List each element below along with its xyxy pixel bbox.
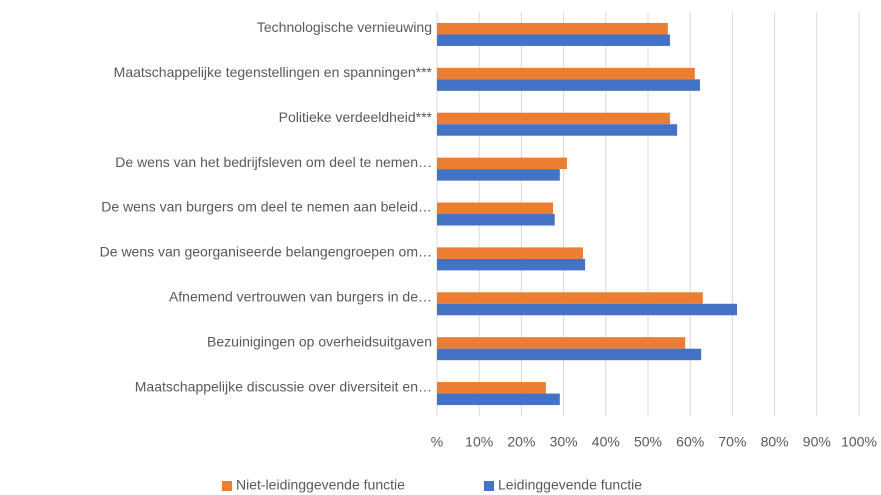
x-tick-label: 40% (592, 434, 620, 450)
x-tick-label: 20% (507, 434, 535, 450)
x-tick-label: 30% (550, 434, 578, 450)
y-tick-label: De wens van burgers om deel te nemen aan… (101, 199, 432, 215)
x-tick-label: 50% (634, 434, 662, 450)
bar (437, 112, 670, 125)
bar (437, 292, 703, 304)
x-tick-label: 100% (841, 434, 877, 450)
legend-swatch (484, 481, 494, 491)
bar (437, 202, 554, 214)
bar (437, 348, 702, 361)
y-tick-label: Politieke verdeeldheid*** (279, 109, 433, 125)
bar (437, 303, 738, 316)
bar (437, 34, 670, 46)
bar (437, 22, 668, 35)
bar (437, 124, 678, 136)
legend-label: Niet-leidinggevende functie (236, 477, 405, 493)
bar (437, 382, 546, 394)
bar (437, 247, 584, 259)
y-tick-label: Maatschappelijke tegenstellingen en span… (114, 64, 433, 80)
bar (437, 258, 586, 271)
y-tick-label: Technologische vernieuwing (257, 19, 432, 35)
bar (437, 337, 686, 349)
x-tick-label: 60% (676, 434, 704, 450)
y-tick-label: Bezuinigingen op overheidsuitgaven (207, 333, 432, 349)
x-tick-label: 10% (465, 434, 493, 450)
legend-label: Leidinggevende functie (498, 477, 642, 493)
x-tick-label: 80% (761, 434, 789, 450)
y-tick-label: De wens van het bedrijfsleven om deel te… (115, 154, 432, 170)
bar (437, 67, 695, 80)
x-tick-label: 70% (718, 434, 746, 450)
bar (437, 393, 560, 406)
y-tick-label: De wens van georganiseerde belangengroep… (100, 244, 432, 260)
y-tick-label: Afnemend vertrouwen van burgers in de… (169, 288, 432, 304)
bar (437, 169, 560, 181)
bar (437, 79, 700, 91)
x-tick-label: % (431, 434, 443, 450)
bar (437, 157, 567, 170)
x-tick-label: 90% (803, 434, 831, 450)
y-tick-label: Maatschappelijke discussie over diversit… (135, 378, 432, 394)
bar (437, 214, 555, 226)
legend-swatch (222, 481, 232, 491)
